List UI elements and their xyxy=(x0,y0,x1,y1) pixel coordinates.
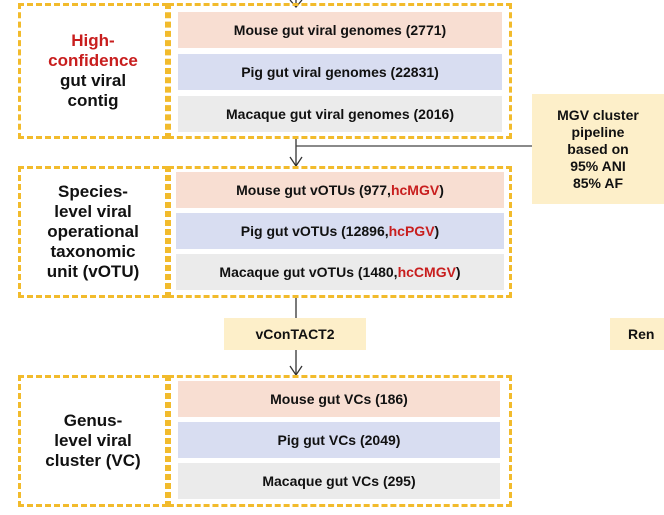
macaque-votu-text: Macaque gut vOTUs (1480, xyxy=(219,264,398,280)
mouse-viral-genomes-text: Mouse gut viral genomes (2771) xyxy=(233,22,447,38)
macaque-votu-close: ) xyxy=(455,264,461,280)
vc-label-box: Genus- level viral cluster (VC) xyxy=(18,375,168,507)
votu-label-line-2: level viral xyxy=(54,202,132,221)
vcontact2-text: vConTACT2 xyxy=(255,326,335,342)
mouse-votu-close: ) xyxy=(439,182,444,198)
contig-label-line-3: gut viral xyxy=(59,71,127,90)
mouse-vc-bar: Mouse gut VCs (186) xyxy=(178,381,500,417)
pig-vc-text: Pig gut VCs (2049) xyxy=(277,432,401,448)
pig-vc-bar: Pig gut VCs (2049) xyxy=(178,422,500,458)
macaque-viral-genomes-text: Macaque gut viral genomes (2016) xyxy=(226,106,454,122)
pig-viral-genomes-text: Pig gut viral genomes (22831) xyxy=(241,64,439,80)
votu-label-line-4: taxonomic xyxy=(50,242,136,261)
vc-label-line-3: cluster (VC) xyxy=(45,451,141,470)
votu-label-line-1: Species- xyxy=(58,182,128,201)
pig-viral-genomes-bar: Pig gut viral genomes (22831) xyxy=(178,54,502,90)
mouse-vc-text: Mouse gut VCs (186) xyxy=(270,391,408,407)
cluster-note-line-1: MGV cluster xyxy=(557,106,639,123)
votu-label-line-5: unit (vOTU) xyxy=(46,262,140,281)
mgv-cluster-pipeline-note: MGV cluster pipeline based on 95% ANI 85… xyxy=(532,94,664,204)
vc-label-line-2: level viral xyxy=(54,431,132,450)
mouse-viral-genomes-bar: Mouse gut viral genomes (2771) xyxy=(178,12,502,48)
pig-votu-name: hcPGV xyxy=(388,223,435,239)
mouse-votu-text: Mouse gut vOTUs (977, xyxy=(236,182,391,198)
cluster-note-line-2: pipeline xyxy=(571,123,625,140)
macaque-viral-genomes-bar: Macaque gut viral genomes (2016) xyxy=(178,96,502,132)
vc-label-line-1: Genus- xyxy=(63,411,123,430)
top-arrow-head xyxy=(289,0,303,8)
ren-note: Ren xyxy=(610,318,664,350)
contig-label-box: High- confidence gut viral contig xyxy=(18,3,168,139)
contig-label-line-2: confidence xyxy=(48,51,138,70)
pig-votu-close: ) xyxy=(434,223,440,239)
votu-label-line-3: operational xyxy=(47,222,139,241)
vcontact2-note: vConTACT2 xyxy=(224,318,366,350)
pig-votu-bar: Pig gut vOTUs (12896, hcPGV) xyxy=(176,213,504,249)
macaque-votu-bar: Macaque gut vOTUs (1480, hcCMGV) xyxy=(176,254,504,290)
votu-label-box: Species- level viral operational taxonom… xyxy=(18,166,168,298)
mouse-votu-bar: Mouse gut vOTUs (977, hcMGV) xyxy=(176,172,504,208)
ren-note-text: Ren xyxy=(628,326,655,342)
vc-box xyxy=(168,375,512,507)
cluster-note-line-4: 95% ANI xyxy=(570,157,626,174)
macaque-vc-text: Macaque gut VCs (295) xyxy=(262,473,416,489)
mouse-votu-name: hcMGV xyxy=(390,182,440,198)
cluster-note-line-5: 85% AF xyxy=(572,174,624,191)
macaque-votu-name: hcCMGV xyxy=(397,264,456,280)
contig-label-line-4: contig xyxy=(67,91,119,110)
macaque-vc-bar: Macaque gut VCs (295) xyxy=(178,463,500,499)
contig-label-line-1: High- xyxy=(71,31,115,50)
votu-box xyxy=(168,166,512,298)
contig-genomes-box xyxy=(168,3,512,139)
pig-votu-text: Pig gut vOTUs (12896, xyxy=(240,223,389,239)
cluster-note-line-3: based on xyxy=(567,140,629,157)
